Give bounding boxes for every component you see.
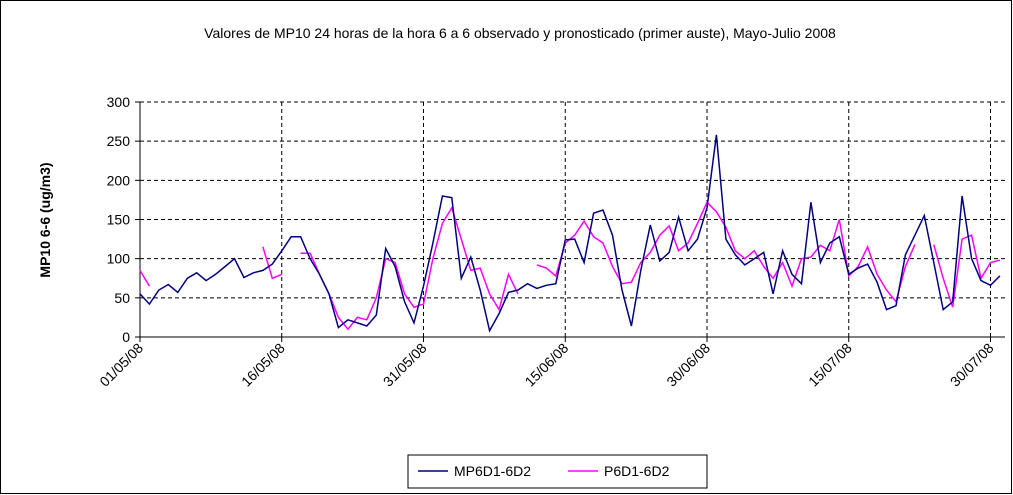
y-tick-label: 50 [114,290,130,306]
y-tick-label: 0 [122,329,130,345]
legend-label: P6D1-6D2 [604,463,670,479]
y-tick-label: 300 [107,94,131,110]
series-line [139,201,1001,331]
chart-title: Valores de MP10 24 horas de la hora 6 a … [204,25,836,41]
y-tick-label: 150 [107,212,131,228]
y-tick-label: 100 [107,251,131,267]
y-tick-label: 250 [107,133,131,149]
legend-label: MP6D1-6D2 [454,463,531,479]
y-tick-label: 200 [107,172,131,188]
legend-box [407,454,708,489]
series-line [139,134,1001,333]
y-axis-label: MP10 6-6 (ug/m3) [37,162,53,277]
